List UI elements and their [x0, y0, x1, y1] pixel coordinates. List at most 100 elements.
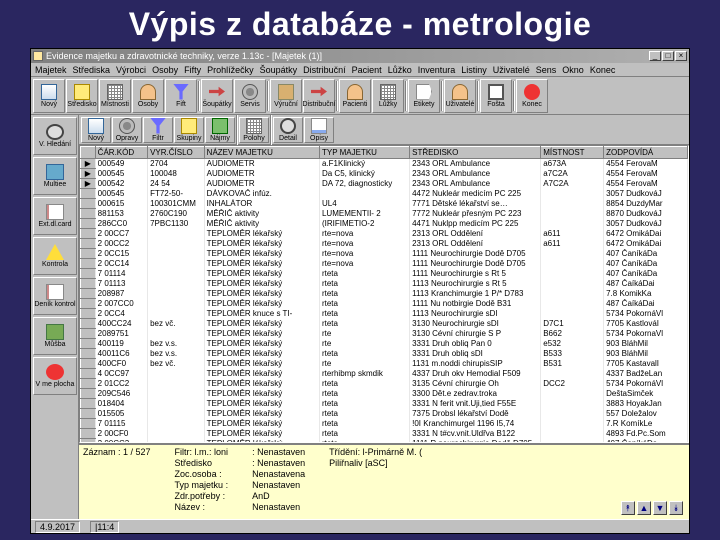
toolbar-button[interactable]: Uživatelé: [444, 79, 476, 113]
toolbar-button[interactable]: Etikety: [408, 79, 440, 113]
cell: 2 00CF0: [95, 429, 147, 439]
column-header[interactable]: TYP MAJETKU: [319, 147, 409, 159]
toolbar-button[interactable]: Konec: [516, 79, 548, 113]
table-row[interactable]: 40011C6bez v.s.TEPLOMĚR lékařskýrteta333…: [81, 349, 688, 359]
menu-item[interactable]: Listiny: [461, 65, 487, 75]
table-row[interactable]: 209C546TEPLOMĚR lékařskýrteta3300 Dět.e …: [81, 389, 688, 399]
menu-item[interactable]: Sens: [536, 65, 557, 75]
table-row[interactable]: 018404TEPLOMĚR lékařskýrteta3331 N ferit…: [81, 399, 688, 409]
toolbar-button[interactable]: Nový: [33, 79, 65, 113]
menu-item[interactable]: Šoupátky: [260, 65, 298, 75]
toolbar-button[interactable]: Lůžky: [372, 79, 404, 113]
toolbar-button[interactable]: Fift: [165, 79, 197, 113]
table-row[interactable]: 2 0CC4TEPLOMĚR knuce s TI-rteta1113 Neur…: [81, 309, 688, 319]
toolbar-label: Detail: [279, 135, 297, 142]
cell: [541, 219, 604, 229]
sidebar-label: V. Hledání: [39, 141, 71, 148]
menu-item[interactable]: Střediska: [73, 65, 111, 75]
table-row[interactable]: 2 00CC2TEPLOMĚR lékařskýrte=nova2313 ORL…: [81, 239, 688, 249]
table-row[interactable]: 400119bez v.s.TEPLOMĚR lékařskýrte3331 D…: [81, 339, 688, 349]
table-row[interactable]: 7 01114TEPLOMĚR lékařskýrteta1111 Neuroc…: [81, 269, 688, 279]
table-row[interactable]: 4 0CC97TEPLOMĚR lékařskýrterhibmp skmdik…: [81, 369, 688, 379]
cell: 000615: [95, 199, 147, 209]
sidebar-button[interactable]: V me plocha: [33, 357, 77, 395]
toolbar-button[interactable]: Nájmy: [205, 117, 235, 143]
table-row[interactable]: 2089751TEPLOMĚR lékařskýrte3130 Cévní ch…: [81, 329, 688, 339]
table-row[interactable]: 400CC24bez vč.TEPLOMĚR lékařskýrteta3130…: [81, 319, 688, 329]
nav-button[interactable]: ▲: [637, 501, 651, 515]
sidebar-button[interactable]: Můšba: [33, 317, 77, 355]
sidebar-button[interactable]: Ext.dl.card: [33, 197, 77, 235]
menu-item[interactable]: Inventura: [418, 65, 456, 75]
column-header[interactable]: ZODPOVÍDÁ: [604, 147, 688, 159]
table-row[interactable]: 2 01CC2TEPLOMĚR lékařskýrteta3135 Cévní …: [81, 379, 688, 389]
toolbar-button[interactable]: Šoupátky: [201, 79, 233, 113]
menu-item[interactable]: Osoby: [152, 65, 178, 75]
menu-item[interactable]: Majetek: [35, 65, 67, 75]
table-row[interactable]: 286CC07PBC1130MĚŘIČ aktivity(IRIFIMETIO-…: [81, 219, 688, 229]
table-row[interactable]: 000545FT72-50-DÁVKOVAČ infúz.4472 Nukleá…: [81, 189, 688, 199]
table-row[interactable]: 8811532760C190MĚŘIČ aktivityLUMEMENTII- …: [81, 209, 688, 219]
sidebar-button[interactable]: V. Hledání: [33, 117, 77, 155]
table-row[interactable]: 2 007CC0TEPLOMĚR lékařskýrteta1111 Nu no…: [81, 299, 688, 309]
sidebar-button[interactable]: Deník kontrol: [33, 277, 77, 315]
toolbar-button[interactable]: Distribuční: [303, 79, 335, 113]
nav-button[interactable]: ⯭: [621, 501, 635, 515]
table-row[interactable]: 7 01115TEPLOMĚR lékařskýrteta!0I Kranchi…: [81, 419, 688, 429]
close-button[interactable]: ×: [675, 51, 687, 61]
column-header[interactable]: VYR.ČÍSLO: [148, 147, 205, 159]
table-row[interactable]: 2 00CF0TEPLOMĚR lékařskýrteta3331 N t#cv…: [81, 429, 688, 439]
toolbar-button[interactable]: Opisy: [304, 117, 334, 143]
cell: [81, 289, 96, 299]
toolbar-button[interactable]: Nový: [81, 117, 111, 143]
toolbar-button[interactable]: Středisko: [66, 79, 98, 113]
system-icon[interactable]: [33, 51, 43, 61]
toolbar-button[interactable]: Filtr: [143, 117, 173, 143]
menu-item[interactable]: Konec: [590, 65, 616, 75]
toolbar-button[interactable]: Osoby: [132, 79, 164, 113]
table-row[interactable]: ▶000545100048AUDIOMETRDa C5, klinický234…: [81, 169, 688, 179]
table-row[interactable]: 015505TEPLOMĚR lékařskýrteta7375 Drobsl …: [81, 409, 688, 419]
menu-item[interactable]: Distribuční: [303, 65, 346, 75]
table-row[interactable]: ▶00054224 54AUDIOMETRDA 72, diagnosticky…: [81, 179, 688, 189]
column-header[interactable]: MÍSTNOST: [541, 147, 604, 159]
minimize-button[interactable]: _: [649, 51, 661, 61]
toolbar-button[interactable]: Skupiny: [174, 117, 204, 143]
column-header[interactable]: NÁZEV MAJETKU: [204, 147, 319, 159]
toolbar-button[interactable]: Detail: [273, 117, 303, 143]
menu-item[interactable]: Lůžko: [388, 65, 412, 75]
sidebar-button[interactable]: Kontrola: [33, 237, 77, 275]
table-row[interactable]: 2 0CC14TEPLOMĚR lékařskýrte=nova1111 Neu…: [81, 259, 688, 269]
table-row[interactable]: 7 01113TEPLOMĚR lékařskýrteta1113 Neuroc…: [81, 279, 688, 289]
menu-item[interactable]: Pacient: [352, 65, 382, 75]
cell: 557 Doležalov: [604, 409, 688, 419]
menu-item[interactable]: Uživatelé: [493, 65, 530, 75]
toolbar-button[interactable]: Pacienti: [339, 79, 371, 113]
toolbar-button[interactable]: Opravy: [112, 117, 142, 143]
column-header[interactable]: [81, 147, 96, 159]
toolbar-label: Nájmy: [210, 135, 230, 142]
table-row[interactable]: 208987TEPLOMĚR lékařskýrteta1113 Kranchi…: [81, 289, 688, 299]
toolbar-button[interactable]: Servis: [234, 79, 266, 113]
maximize-button[interactable]: □: [662, 51, 674, 61]
toolbar-button[interactable]: Polohy: [239, 117, 269, 143]
menu-item[interactable]: Prohlížečky: [207, 65, 254, 75]
menu-item[interactable]: Okno: [562, 65, 584, 75]
nav-button[interactable]: ▼: [653, 501, 667, 515]
menu-item[interactable]: Výrobci: [116, 65, 146, 75]
table-row[interactable]: ▶0005492704AUDIOMETRa.F1Klinický2343 ORL…: [81, 159, 688, 169]
sidebar-button[interactable]: Multiee: [33, 157, 77, 195]
toolbar-button[interactable]: Místnosti: [99, 79, 131, 113]
nav-button[interactable]: ⯯: [669, 501, 683, 515]
toolbar-button[interactable]: Fošta: [480, 79, 512, 113]
data-grid[interactable]: ČÁR.KÓDVYR.ČÍSLONÁZEV MAJETKUTYP MAJETKU…: [79, 145, 689, 443]
column-header[interactable]: ČÁR.KÓD: [95, 147, 147, 159]
column-header[interactable]: STŘEDISKO: [410, 147, 541, 159]
cell: [541, 259, 604, 269]
table-row[interactable]: 2 0CC15TEPLOMĚR lékařskýrte=nova1111 Neu…: [81, 249, 688, 259]
menu-item[interactable]: Fifty: [184, 65, 201, 75]
toolbar-button[interactable]: Výruční: [270, 79, 302, 113]
table-row[interactable]: 2 00CC7TEPLOMĚR lékařskýrte=nova2313 ORL…: [81, 229, 688, 239]
table-row[interactable]: 000615100301CMMINHALÁTORUL47771 Dětské l…: [81, 199, 688, 209]
table-row[interactable]: 400CF0bez vč.TEPLOMĚR lékařskýrte1131 m.…: [81, 359, 688, 369]
